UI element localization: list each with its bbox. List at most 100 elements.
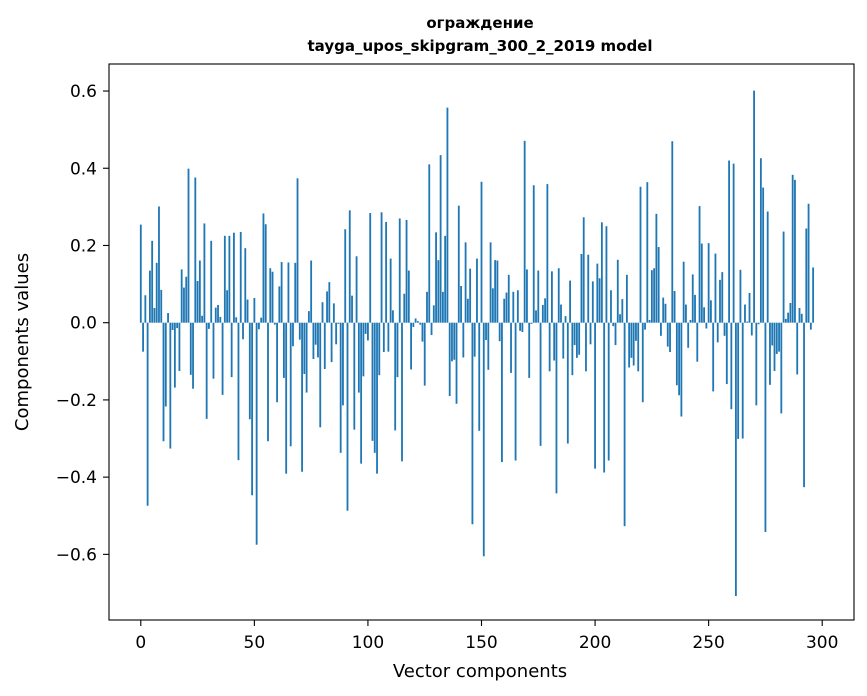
bar-279 [773, 322, 776, 371]
bar-193 [578, 322, 581, 355]
y-axis-ticks: −0.6 −0.4 −0.2 0.0 0.2 0.4 0.6 [56, 82, 109, 565]
bar-183 [555, 322, 558, 494]
bar-114 [398, 218, 401, 323]
bar-31 [210, 240, 213, 323]
bar-69 [296, 178, 299, 323]
bar-56 [267, 322, 269, 442]
bar-24 [194, 177, 197, 323]
y-tick-label: 0.2 [70, 236, 97, 256]
bar-16 [176, 322, 179, 329]
bar-27 [201, 315, 204, 323]
bars-group [139, 90, 815, 597]
bar-247 [700, 243, 703, 323]
bar-196 [585, 322, 587, 372]
bar-233 [669, 322, 671, 353]
bar-82 [326, 291, 328, 323]
bar-245 [696, 322, 699, 362]
bar-248 [703, 307, 705, 323]
bar-102 [371, 322, 374, 441]
bar-43 [237, 322, 240, 461]
bar-159 [501, 322, 503, 463]
bar-139 [455, 322, 458, 404]
bar-267 [746, 321, 749, 323]
bar-55 [264, 224, 267, 323]
bar-100 [367, 322, 369, 341]
bar-251 [710, 300, 712, 323]
bar-164 [512, 291, 515, 323]
bar-91 [346, 322, 349, 511]
bar-181 [551, 271, 553, 323]
bar-274 [762, 187, 765, 323]
bar-29 [205, 322, 208, 419]
bar-23 [192, 322, 194, 389]
bar-272 [757, 322, 760, 325]
bar-294 [807, 203, 810, 323]
bar-127 [428, 164, 431, 323]
bar-113 [396, 322, 399, 378]
y-tick-label: −0.6 [56, 545, 97, 565]
bar-103 [373, 322, 376, 453]
y-tick-label: 0.6 [70, 82, 97, 102]
bar-256 [721, 272, 724, 323]
bar-128 [430, 322, 433, 336]
bar-67 [292, 322, 294, 347]
x-tick-label: 300 [806, 633, 838, 653]
bar-218 [635, 322, 637, 341]
bar-225 [650, 270, 653, 323]
bar-192 [575, 322, 578, 358]
bar-157 [496, 260, 499, 323]
bar-92 [348, 210, 351, 323]
y-tick-label: 0.4 [70, 159, 97, 179]
bar-78 [317, 322, 319, 358]
bar-180 [548, 322, 551, 372]
bar-116 [403, 293, 406, 323]
bar-260 [730, 322, 733, 410]
bar-281 [778, 322, 780, 352]
bar-72 [303, 322, 306, 375]
bar-277 [769, 322, 771, 385]
bar-185 [560, 304, 562, 323]
bar-228 [657, 247, 660, 323]
bar-257 [723, 322, 726, 336]
bar-194 [580, 253, 583, 323]
bar-105 [378, 322, 381, 376]
bar-204 [603, 322, 606, 473]
bar-50 [253, 297, 256, 323]
bar-7 [155, 262, 158, 323]
bar-239 [682, 261, 685, 323]
bar-106 [380, 212, 383, 323]
y-axis-label: Components values [12, 253, 33, 431]
bar-262 [734, 322, 737, 597]
bar-290 [798, 308, 801, 323]
bar-282 [780, 322, 783, 414]
bar-98 [362, 322, 365, 377]
bar-37 [223, 235, 226, 323]
bar-236 [675, 322, 678, 386]
bar-47 [246, 299, 249, 323]
bar-229 [660, 322, 662, 336]
bar-80 [321, 302, 324, 323]
bar-275 [764, 322, 767, 532]
bar-17 [178, 322, 181, 371]
bar-292 [803, 322, 805, 488]
bar-88 [339, 322, 342, 453]
bar-63 [282, 322, 285, 378]
bar-221 [641, 322, 644, 403]
bar-160 [503, 298, 506, 323]
bar-166 [516, 290, 519, 323]
bar-5 [151, 240, 154, 323]
bar-147 [473, 322, 476, 357]
bar-261 [732, 163, 735, 323]
bar-188 [566, 322, 569, 444]
bar-124 [421, 322, 424, 342]
bar-41 [233, 232, 235, 323]
bar-222 [644, 322, 646, 330]
bar-117 [405, 219, 408, 323]
bar-289 [796, 322, 799, 375]
bar-123 [419, 322, 422, 325]
bar-142 [462, 322, 465, 358]
bar-174 [535, 310, 537, 323]
bar-178 [544, 298, 547, 323]
bar-176 [539, 322, 542, 446]
bar-48 [248, 322, 251, 420]
